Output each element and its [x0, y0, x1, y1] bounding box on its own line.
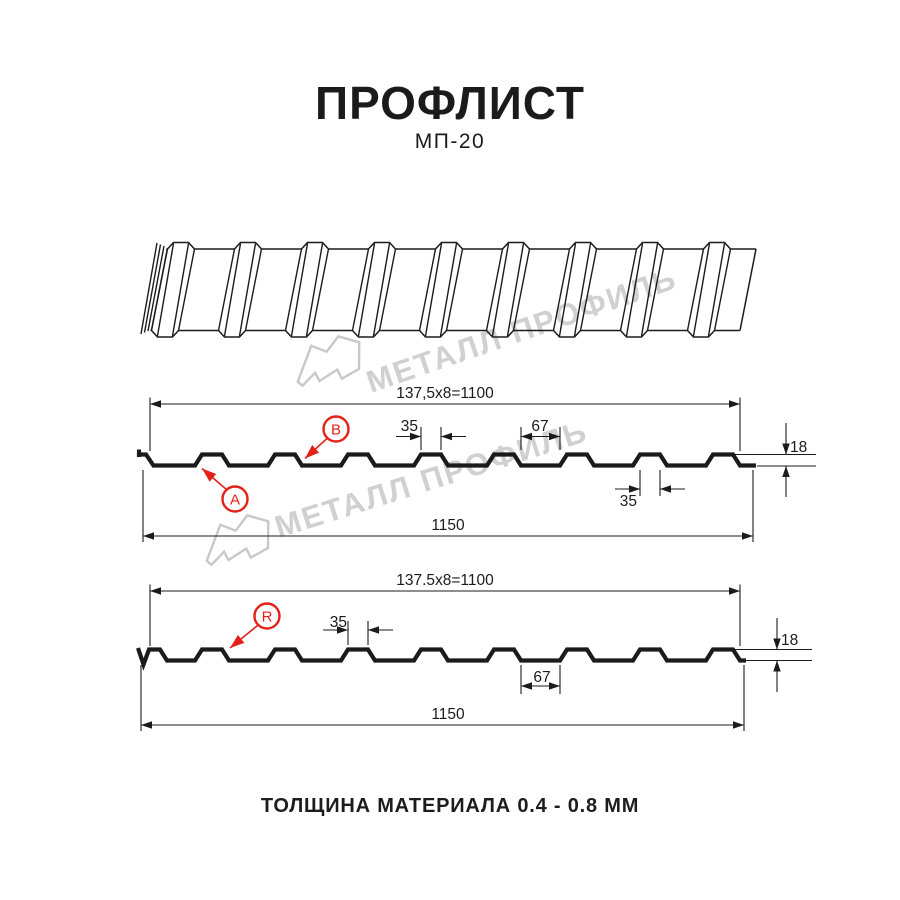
rib-fold-line: [485, 248, 504, 331]
rib-fold-line: [156, 243, 175, 337]
dim-flat-width: 67: [533, 669, 550, 686]
sheet-top-edge: [165, 241, 756, 250]
callout-label-b: B: [304, 415, 350, 460]
rib-fold-line: [177, 248, 196, 331]
callout-label-r: R: [229, 602, 281, 649]
dim-profile-height: 18: [790, 439, 807, 456]
dim-rib-top-width: 35: [330, 614, 347, 631]
rib-fold-line: [290, 243, 309, 337]
rib-fold-line: [512, 248, 531, 331]
rib-fold-line: [372, 243, 391, 337]
callout-circle: [221, 485, 249, 513]
rib-fold-line: [223, 243, 242, 337]
rib-fold-line: [378, 248, 397, 331]
rib-fold-line: [692, 243, 711, 337]
callout-circle: [253, 602, 281, 630]
rib-fold-line: [506, 243, 525, 337]
rib-fold-line: [579, 248, 598, 331]
callout-arrow: [304, 437, 328, 460]
page-title: ПРОФЛИСТ: [315, 77, 585, 129]
dim-coverage-width: 137,5x8=1100: [396, 385, 494, 402]
dim-flat-width: 67: [531, 418, 548, 435]
sheet-left-edge: [140, 242, 158, 335]
dim-overall-width: 1150: [431, 517, 465, 534]
cross-section-top-texts: 137,5x8=1100 35 67 18 35 1150: [396, 385, 807, 534]
rib-fold-line: [445, 248, 464, 331]
callout-letter: R: [262, 609, 273, 626]
rib-fold-line: [217, 248, 236, 331]
sheet-left-edge: [147, 245, 165, 332]
sheet-right-edge: [739, 248, 757, 331]
rib-fold-line: [284, 248, 303, 331]
rib-fold-line: [552, 248, 571, 331]
callout-arrow: [229, 624, 259, 649]
rib-fold-line: [640, 243, 659, 337]
dim-rib-bottom-width: 35: [620, 493, 637, 510]
callout-letter: B: [331, 422, 341, 439]
rib-fold-line: [171, 243, 190, 337]
rib-fold-line: [686, 248, 705, 331]
sheet-3d-view: [140, 241, 757, 338]
sheet-left-edge: [150, 247, 169, 331]
callout-label-a: A: [201, 467, 249, 513]
metall-profil-logo-icon: [296, 334, 361, 388]
cross-section-bottom-texts: 137.5x8=1100 35 67 18 1150: [330, 572, 799, 723]
rib-fold-line: [619, 248, 638, 331]
rib-fold-line: [357, 243, 376, 337]
callout-letter: A: [230, 492, 240, 509]
sheet-bottom-edge: [149, 329, 740, 338]
rib-fold-line: [305, 243, 324, 337]
rib-fold-line: [491, 243, 510, 337]
rib-fold-line: [646, 248, 665, 331]
rib-fold-line: [713, 248, 732, 331]
rib-fold-line: [707, 243, 726, 337]
rib-fold-line: [418, 248, 437, 331]
rib-fold-line: [573, 243, 592, 337]
profile-outline: [136, 647, 746, 671]
rib-fold-line: [625, 243, 644, 337]
rib-fold-line: [558, 243, 577, 337]
sheet-left-edge: [143, 244, 162, 333]
cross-section-bottom: [136, 584, 812, 731]
rib-fold-line: [351, 248, 370, 331]
rib-fold-line: [244, 248, 263, 331]
rib-fold-line: [424, 243, 443, 337]
callout-arrow: [201, 467, 228, 491]
profile-model: МП-20: [414, 130, 486, 153]
dim-overall-width: 1150: [431, 706, 465, 723]
profile-outline: [136, 449, 756, 468]
metall-profil-logo-icon: [205, 513, 270, 567]
dim-profile-height: 18: [781, 632, 798, 649]
dim-coverage-width: 137.5x8=1100: [396, 572, 494, 589]
rib-fold-line: [439, 243, 458, 337]
callout-circle: [322, 415, 350, 443]
rib-fold-line: [238, 243, 257, 337]
rib-fold-line: [311, 248, 330, 331]
dim-rib-top-width: 35: [401, 418, 418, 435]
thickness-note: ТОЛЩИНА МАТЕРИАЛА 0.4 - 0.8 ММ: [260, 795, 640, 817]
cross-section-top: [136, 397, 816, 542]
